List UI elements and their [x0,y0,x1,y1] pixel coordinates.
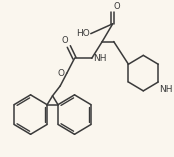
Text: O: O [114,2,120,11]
Text: HO: HO [76,29,90,38]
Text: NH: NH [93,54,106,63]
Text: O: O [58,69,65,78]
Text: O: O [61,36,68,46]
Text: NH: NH [159,85,173,94]
